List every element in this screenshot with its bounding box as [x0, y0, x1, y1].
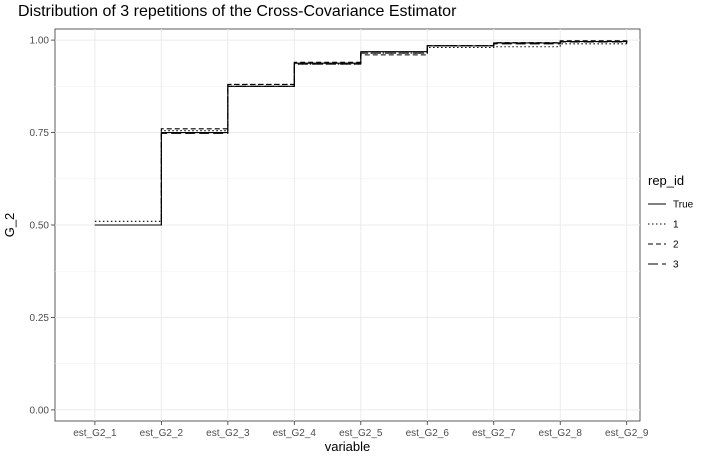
- x-tick-label: est_G2_7: [472, 428, 516, 439]
- legend-label-1: 1: [673, 220, 679, 231]
- legend-label-3: 3: [673, 260, 679, 271]
- x-tick-label: est_G2_2: [140, 428, 184, 439]
- x-tick-label: est_G2_3: [206, 428, 250, 439]
- axis-layer: 0.00 0.25 0.50 0.75 1.00 est_G2_1 est_G2_2 est_…: [30, 36, 649, 439]
- chart-title: Distribution of 3 repetitions of the Cro…: [18, 3, 457, 20]
- y-tick-label: 0.25: [30, 313, 50, 324]
- series-line-3: [94, 41, 628, 226]
- x-axis-title: variable: [325, 439, 371, 454]
- x-tick-label: est_G2_9: [605, 428, 649, 439]
- y-tick-label: 1.00: [30, 36, 50, 47]
- y-tick-label: 0.50: [30, 221, 50, 232]
- y-tick-label: 0.75: [30, 128, 50, 139]
- x-tick-label: est_G2_8: [539, 428, 583, 439]
- legend: rep_id True 1 2 3: [648, 173, 694, 271]
- y-axis-title: G_2: [2, 213, 17, 238]
- x-tick-label: est_G2_6: [406, 428, 450, 439]
- x-tick-label: est_G2_5: [339, 428, 383, 439]
- x-tick-label: est_G2_4: [273, 428, 317, 439]
- series-layer: [94, 40, 628, 226]
- legend-label-True: True: [673, 200, 694, 211]
- x-tick-label: est_G2_1: [73, 428, 117, 439]
- legend-label-2: 2: [673, 240, 679, 251]
- y-tick-label: 0.00: [30, 405, 50, 416]
- legend-title: rep_id: [648, 173, 684, 188]
- grid-layer: [55, 29, 640, 421]
